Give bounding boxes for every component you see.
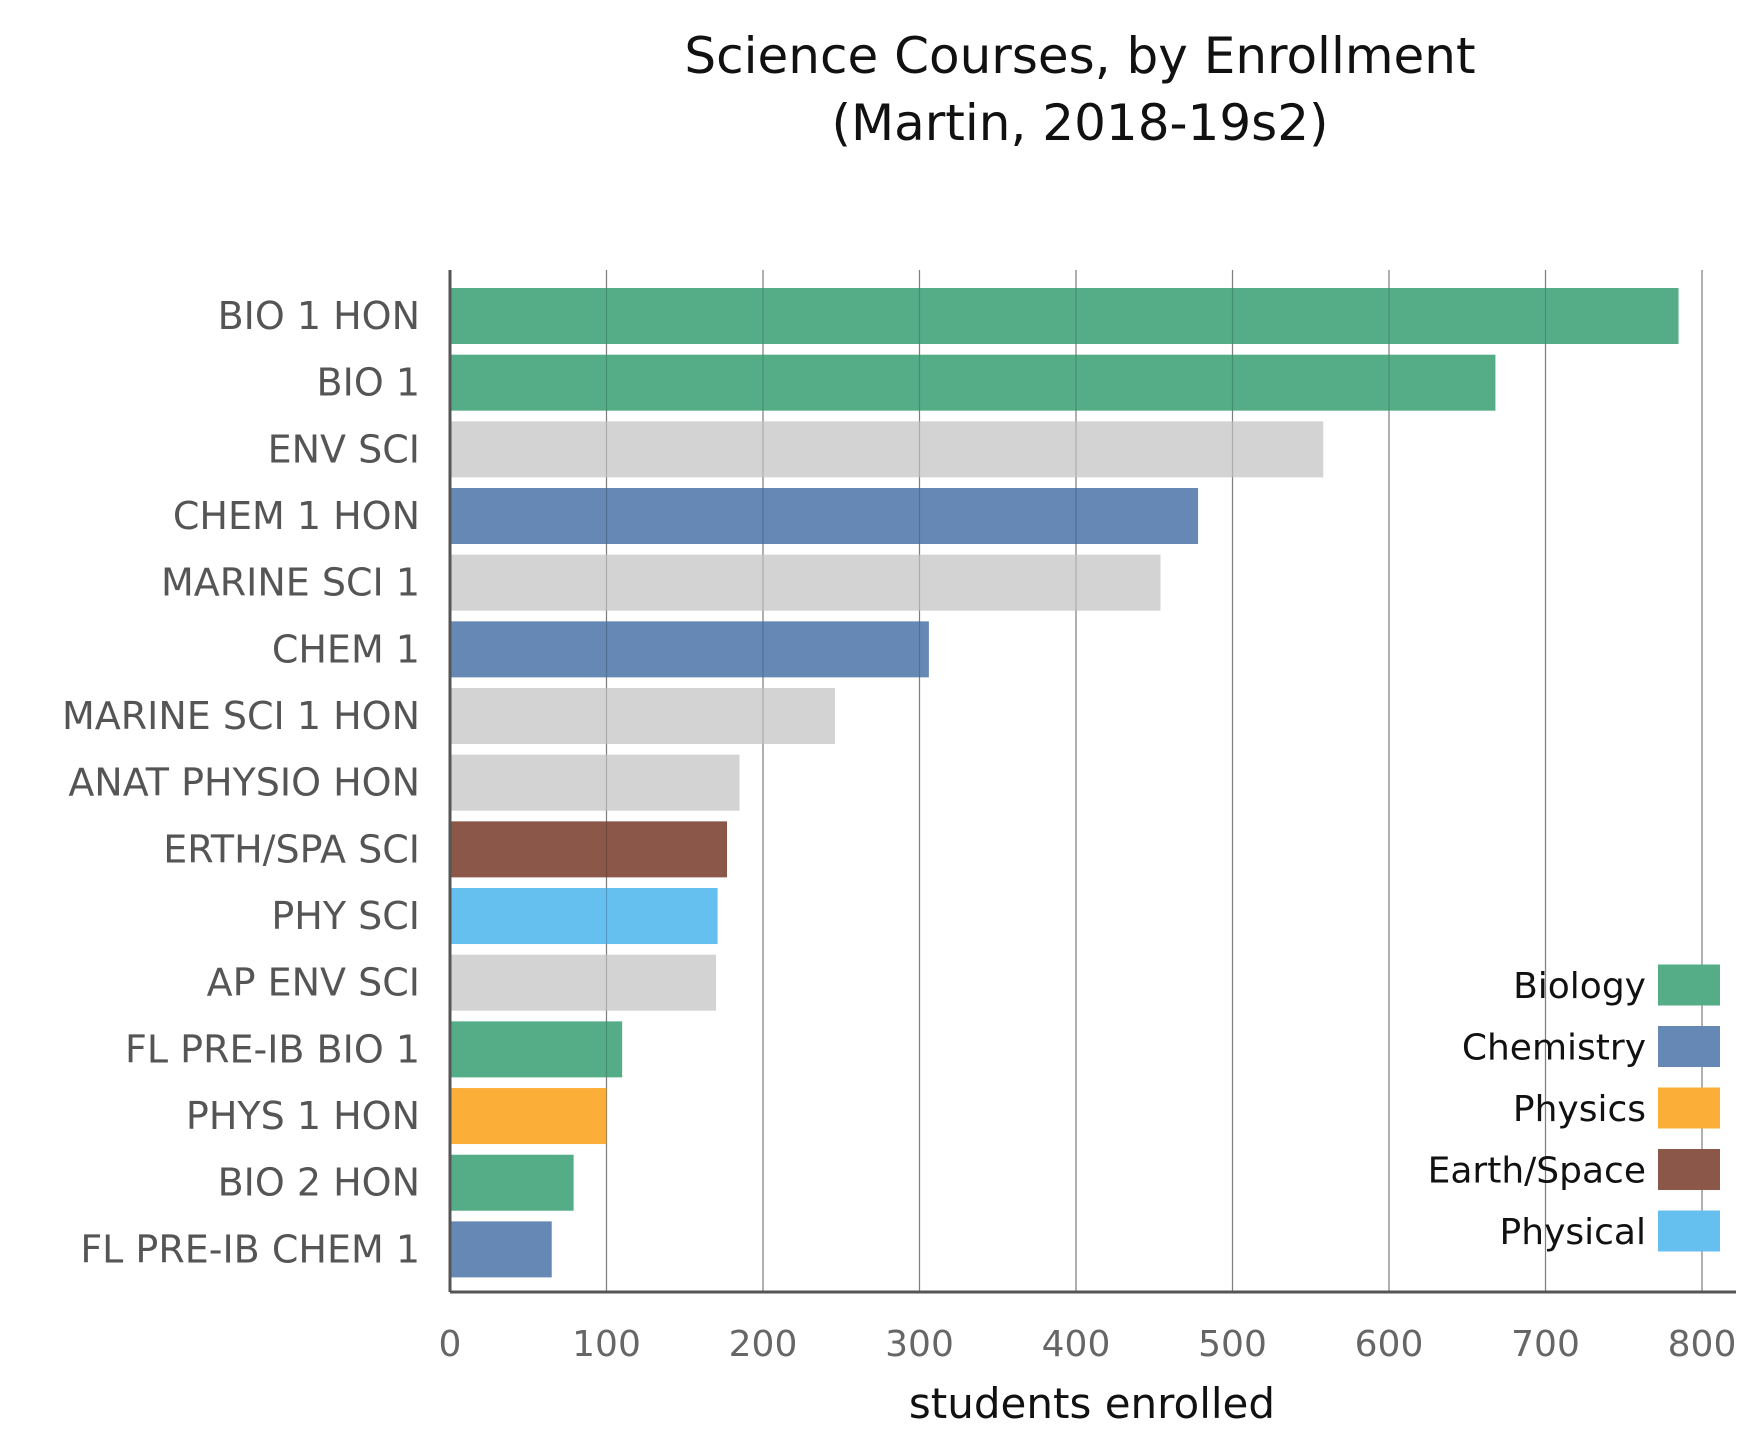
- tick-label: 200: [729, 1324, 798, 1365]
- category-label: PHYS 1 HON: [186, 1094, 420, 1138]
- category-label: ANAT PHYSIO HON: [68, 761, 420, 805]
- bar: [450, 421, 1324, 478]
- bars: [450, 270, 1703, 1292]
- bar: [450, 1088, 607, 1145]
- bar: [450, 688, 835, 745]
- category-label: AP ENV SCI: [207, 961, 420, 1005]
- legend-label: Physical: [1500, 1212, 1646, 1253]
- tick-label: 600: [1355, 1324, 1424, 1365]
- legend-label: Chemistry: [1462, 1028, 1646, 1069]
- legend-swatch: [1658, 964, 1720, 1006]
- bar: [450, 954, 717, 1011]
- legend-label: Earth/Space: [1428, 1151, 1646, 1192]
- category-label: ERTH/SPA SCI: [163, 827, 420, 871]
- bar: [450, 1154, 574, 1211]
- category-label: MARINE SCI 1 HON: [62, 694, 420, 738]
- legend-swatch: [1658, 1149, 1720, 1190]
- tick-label: 800: [1668, 1324, 1737, 1365]
- bar: [450, 621, 929, 678]
- legend-label: Biology: [1513, 966, 1646, 1007]
- bar: [450, 754, 740, 811]
- x-axis-title: students enrolled: [909, 1379, 1275, 1428]
- category-labels: BIO 1 HON BIO 1 ENV SCI CHEM 1 HON MARINE SC…: [62, 294, 420, 1271]
- legend-swatch: [1658, 1210, 1720, 1252]
- category-label: CHEM 1: [272, 627, 420, 671]
- bar: [450, 288, 1679, 344]
- chart-title: Science Courses, by Enrollment: [684, 27, 1475, 85]
- chart-subtitle: (Martin, 2018-19s2): [831, 94, 1328, 152]
- bar: [450, 1021, 623, 1078]
- tick-label: 700: [1511, 1324, 1580, 1365]
- legend-swatch: [1658, 1026, 1720, 1067]
- category-label: PHY SCI: [271, 894, 420, 938]
- tick-labels: 0 100 200 300 400 500 600 700 800: [439, 1324, 1737, 1365]
- axes: [448, 270, 1736, 1294]
- tick-label: 0: [439, 1324, 462, 1365]
- bar: [450, 554, 1161, 611]
- category-label: ENV SCI: [268, 427, 420, 471]
- bar: [450, 488, 1199, 545]
- legend-label: Physics: [1513, 1089, 1646, 1130]
- tick-label: 100: [572, 1324, 641, 1365]
- tick-label: 500: [1198, 1324, 1267, 1365]
- category-label: MARINE SCI 1: [161, 561, 420, 605]
- bar: [450, 821, 728, 878]
- category-label: FL PRE-IB CHEM 1: [80, 1227, 420, 1271]
- category-label: BIO 2 HON: [218, 1161, 420, 1205]
- bar: [450, 1221, 552, 1278]
- legend-swatch: [1658, 1087, 1720, 1129]
- bar: [450, 354, 1496, 411]
- category-label: CHEM 1 HON: [173, 494, 420, 538]
- category-label: BIO 1: [317, 361, 420, 405]
- tick-label: 300: [885, 1324, 954, 1365]
- legend: Biology Chemistry Physics Earth/Space Physic…: [1428, 964, 1720, 1253]
- category-label: FL PRE-IB BIO 1: [125, 1027, 420, 1071]
- category-label: BIO 1 HON: [218, 294, 420, 338]
- tick-label: 400: [1042, 1324, 1111, 1365]
- bar: [450, 888, 718, 945]
